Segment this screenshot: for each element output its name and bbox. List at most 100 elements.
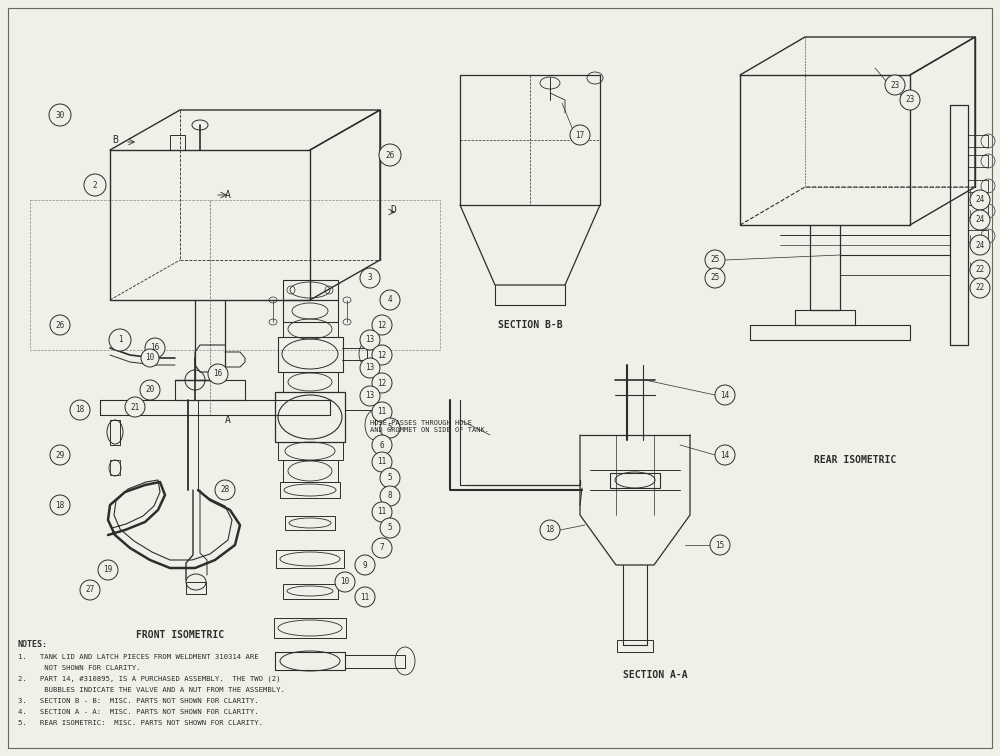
Bar	[186, 582, 206, 594]
Circle shape	[80, 580, 100, 600]
Circle shape	[360, 358, 380, 378]
Bar	[278, 337, 343, 372]
Bar	[610, 473, 660, 488]
Circle shape	[705, 268, 725, 288]
Text: SECTION A-A: SECTION A-A	[623, 670, 687, 680]
Circle shape	[705, 250, 725, 270]
Bar	[283, 322, 338, 337]
Text: 2: 2	[93, 181, 97, 190]
Text: 14: 14	[720, 391, 730, 399]
Circle shape	[380, 468, 400, 488]
Bar	[276, 550, 344, 568]
Circle shape	[570, 125, 590, 145]
Circle shape	[109, 329, 131, 351]
Text: 11: 11	[377, 507, 387, 516]
Bar	[280, 482, 340, 498]
Text: 26: 26	[385, 150, 395, 160]
Circle shape	[372, 315, 392, 335]
Text: 30: 30	[55, 110, 65, 119]
Text: 24: 24	[975, 215, 985, 225]
Circle shape	[145, 338, 165, 358]
Bar	[285, 516, 335, 530]
Text: 22: 22	[975, 265, 985, 274]
Circle shape	[715, 385, 735, 405]
Circle shape	[372, 538, 392, 558]
Circle shape	[360, 268, 380, 288]
Text: 14: 14	[720, 451, 730, 460]
Circle shape	[372, 373, 392, 393]
Text: A: A	[225, 415, 231, 425]
Text: 16: 16	[213, 370, 223, 379]
Text: 4: 4	[388, 296, 392, 305]
Circle shape	[380, 418, 400, 438]
Text: 10: 10	[145, 354, 155, 362]
Text: 29: 29	[55, 451, 65, 460]
Circle shape	[970, 260, 990, 280]
Text: 4.   SECTION A - A:  MISC. PARTS NOT SHOWN FOR CLARITY.: 4. SECTION A - A: MISC. PARTS NOT SHOWN …	[18, 709, 259, 715]
Circle shape	[372, 345, 392, 365]
Circle shape	[335, 572, 355, 592]
Text: 20: 20	[145, 386, 155, 395]
Text: 24: 24	[975, 240, 985, 249]
Circle shape	[900, 90, 920, 110]
Text: 18: 18	[545, 525, 555, 534]
Text: 3.   SECTION B - B:  MISC. PARTS NOT SHOWN FOR CLARITY.: 3. SECTION B - B: MISC. PARTS NOT SHOWN …	[18, 698, 259, 704]
Circle shape	[84, 174, 106, 196]
Text: 3: 3	[368, 274, 372, 283]
Circle shape	[50, 315, 70, 335]
Text: 13: 13	[365, 364, 375, 373]
Text: 22: 22	[975, 284, 985, 293]
Text: 28: 28	[220, 485, 230, 494]
Circle shape	[710, 535, 730, 555]
Circle shape	[372, 452, 392, 472]
Text: 26: 26	[55, 321, 65, 330]
Text: 23: 23	[905, 95, 915, 104]
Text: 9: 9	[363, 560, 367, 569]
Circle shape	[355, 587, 375, 607]
Text: 15: 15	[715, 541, 725, 550]
Circle shape	[970, 190, 990, 210]
Text: 16: 16	[150, 343, 160, 352]
Circle shape	[970, 235, 990, 255]
Bar	[275, 392, 345, 442]
Circle shape	[98, 560, 118, 580]
Text: 12: 12	[377, 379, 387, 388]
Text: 13: 13	[365, 336, 375, 345]
Text: 13: 13	[365, 392, 375, 401]
Text: REAR ISOMETRIC: REAR ISOMETRIC	[814, 455, 896, 465]
Text: 5: 5	[388, 423, 392, 432]
Text: 2.   PART 14, #310895, IS A PURCHASED ASSEMBLY.  THE TWO (2): 2. PART 14, #310895, IS A PURCHASED ASSE…	[18, 676, 280, 683]
Text: 18: 18	[75, 405, 85, 414]
Text: 25: 25	[710, 274, 720, 283]
Text: 5: 5	[388, 523, 392, 532]
Circle shape	[380, 290, 400, 310]
Text: 27: 27	[85, 585, 95, 594]
Circle shape	[208, 364, 228, 384]
Text: D: D	[390, 205, 396, 215]
Bar	[274, 618, 346, 638]
Text: 8: 8	[388, 491, 392, 500]
Text: 11: 11	[377, 457, 387, 466]
Circle shape	[49, 104, 71, 126]
Bar	[283, 460, 338, 482]
Text: B: B	[112, 135, 118, 145]
Circle shape	[141, 349, 159, 367]
Text: A: A	[225, 190, 231, 200]
Text: 5.   REAR ISOMETRIC:  MISC. PARTS NOT SHOWN FOR CLARITY.: 5. REAR ISOMETRIC: MISC. PARTS NOT SHOWN…	[18, 720, 263, 726]
Text: 5: 5	[388, 473, 392, 482]
Bar	[617, 640, 653, 652]
Text: 18: 18	[55, 500, 65, 510]
Text: 1.   TANK LID AND LATCH PIECES FROM WELDMENT 310314 ARE: 1. TANK LID AND LATCH PIECES FROM WELDME…	[18, 654, 259, 660]
Circle shape	[970, 278, 990, 298]
Text: NOT SHOWN FOR CLARITY.: NOT SHOWN FOR CLARITY.	[18, 665, 140, 671]
Circle shape	[379, 144, 401, 166]
Bar	[283, 372, 338, 392]
Circle shape	[540, 520, 560, 540]
Text: 24: 24	[975, 196, 985, 205]
Text: 6: 6	[380, 441, 384, 450]
Text: 12: 12	[377, 351, 387, 360]
Circle shape	[215, 480, 235, 500]
Text: 23: 23	[890, 80, 900, 89]
Circle shape	[360, 330, 380, 350]
Bar	[283, 584, 338, 599]
